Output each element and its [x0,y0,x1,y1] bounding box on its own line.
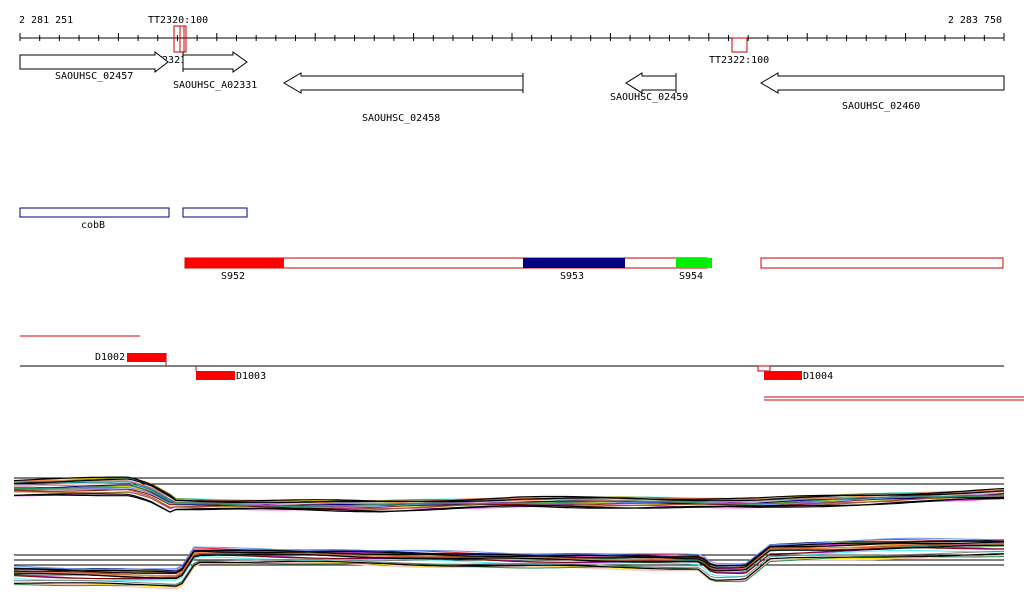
annotation-track: cobB [19,207,248,231]
expression-profile-track [13,537,1005,590]
gene-label: SAOUHSC_02458 [362,113,440,124]
terminator-box[interactable] [731,37,748,53]
gene-label: SAOUHSC_02460 [842,101,920,112]
gene-label: SAOUHSC_02457 [55,71,133,82]
annotation-box[interactable] [19,207,170,218]
segment-label: S954 [679,271,703,282]
divergent-connector [757,365,771,372]
gene-arrow-reverse[interactable] [760,72,1005,94]
expression-profile-line [13,541,1005,573]
segment-block-s953[interactable] [523,258,625,268]
terminator-box[interactable] [173,25,185,53]
divergent-track: D1002 D1003 D1004 [20,335,1024,401]
terminator-box[interactable] [179,25,187,53]
gene-label: SAOUHSC_A02331 [173,80,257,91]
expression-profile-line [13,540,1005,574]
gene-arrow-reverse[interactable] [625,72,677,94]
divergent-block[interactable] [196,371,235,380]
gene-track: SAOUHSC_02457 SAOUHSC_A02331 SAOUHSC_024… [19,50,1005,124]
annotation-box[interactable] [182,207,248,218]
expression-profile-line [14,484,1005,507]
expression-profile-line [13,553,1005,587]
segment-outline[interactable] [760,257,1004,269]
expression-profile-line [13,544,1004,580]
gene-label: SAOUHSC_02459 [610,92,688,103]
terminator-label: TT2320:100 [148,15,208,26]
divergent-label: D1002 [95,352,125,363]
divergent-block[interactable] [764,371,802,380]
expression-profile-line [14,550,1005,585]
expression-profile-line [13,555,1005,590]
expression-profile-track [13,476,1005,513]
divergent-label: D1004 [803,371,833,382]
gene-arrow-reverse[interactable] [283,72,524,94]
expression-profile-line [13,476,1005,502]
gene-arrow-forward[interactable] [182,51,248,73]
segment-track: S952 S953 S954 [184,257,1004,282]
terminator-label: TT2322:100 [709,55,769,66]
ruler-start-label: 2 281 251 [19,15,73,26]
segment-label: S953 [560,271,584,282]
expression-profile-line [13,537,1004,570]
segment-label: S952 [221,271,245,282]
expression-profile-line [13,494,1005,513]
annotation-label: cobB [81,220,105,231]
gene-arrow-forward[interactable] [19,50,169,74]
segment-block-s954[interactable] [676,258,712,268]
ruler-ticks [19,33,1005,41]
divergent-label: D1003 [236,371,266,382]
divergent-block[interactable] [127,353,166,362]
expression-profile-line [13,547,1004,579]
ruler-end-label: 2 283 750 [948,15,1002,26]
terminator-label: TT2321:100 [150,55,210,66]
segment-block-s952[interactable] [185,258,284,268]
